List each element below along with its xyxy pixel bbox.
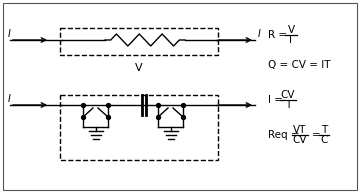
Text: Req =: Req = — [268, 130, 303, 140]
Text: CV: CV — [281, 90, 295, 100]
Text: CV: CV — [293, 135, 307, 145]
Text: V: V — [287, 25, 294, 35]
Text: Q = CV = IT: Q = CV = IT — [268, 60, 330, 70]
Text: I: I — [258, 29, 261, 39]
Text: VT: VT — [293, 125, 307, 135]
Text: T: T — [321, 125, 327, 135]
Text: I =: I = — [268, 95, 286, 105]
Text: R =: R = — [268, 30, 291, 40]
Text: =: = — [312, 130, 321, 140]
Text: V: V — [135, 63, 143, 73]
Text: I: I — [8, 29, 11, 39]
Text: C: C — [320, 135, 328, 145]
Text: T: T — [285, 100, 291, 110]
Text: I: I — [8, 94, 11, 104]
Text: I: I — [289, 35, 292, 45]
